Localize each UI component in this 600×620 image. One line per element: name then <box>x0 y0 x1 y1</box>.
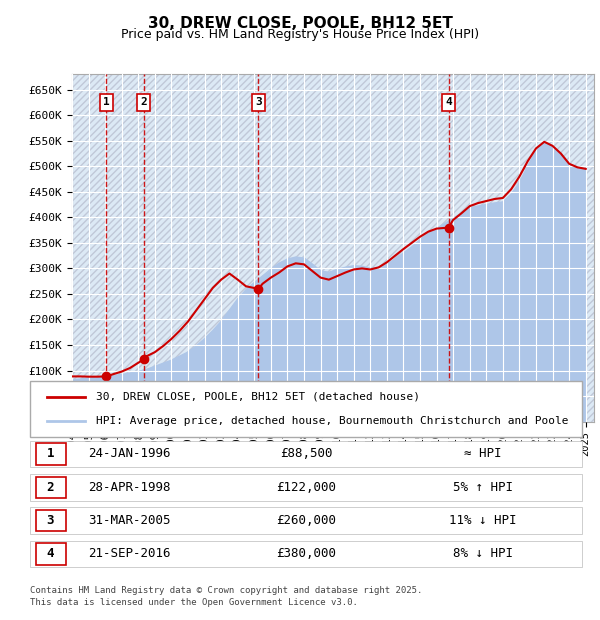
Text: 3: 3 <box>255 97 262 107</box>
Text: ≈ HPI: ≈ HPI <box>464 448 502 461</box>
Text: £380,000: £380,000 <box>276 547 336 560</box>
Text: £88,500: £88,500 <box>280 448 332 461</box>
FancyBboxPatch shape <box>30 541 582 567</box>
FancyBboxPatch shape <box>30 507 582 534</box>
FancyBboxPatch shape <box>35 477 66 498</box>
Text: 1: 1 <box>47 448 54 461</box>
Text: £122,000: £122,000 <box>276 480 336 494</box>
FancyBboxPatch shape <box>30 381 582 437</box>
Text: 5% ↑ HPI: 5% ↑ HPI <box>452 480 512 494</box>
Text: 3: 3 <box>47 514 54 527</box>
Text: 4: 4 <box>445 97 452 107</box>
Text: Contains HM Land Registry data © Crown copyright and database right 2025.: Contains HM Land Registry data © Crown c… <box>30 586 422 595</box>
Text: 11% ↓ HPI: 11% ↓ HPI <box>449 514 517 527</box>
Text: 30, DREW CLOSE, POOLE, BH12 5ET (detached house): 30, DREW CLOSE, POOLE, BH12 5ET (detache… <box>96 392 420 402</box>
Text: This data is licensed under the Open Government Licence v3.0.: This data is licensed under the Open Gov… <box>30 598 358 607</box>
Text: £260,000: £260,000 <box>276 514 336 527</box>
Text: 31-MAR-2005: 31-MAR-2005 <box>88 514 170 527</box>
Text: 24-JAN-1996: 24-JAN-1996 <box>88 448 170 461</box>
Text: Price paid vs. HM Land Registry's House Price Index (HPI): Price paid vs. HM Land Registry's House … <box>121 28 479 41</box>
FancyBboxPatch shape <box>30 474 582 500</box>
FancyBboxPatch shape <box>35 510 66 531</box>
FancyBboxPatch shape <box>35 543 66 565</box>
Text: 28-APR-1998: 28-APR-1998 <box>88 480 170 494</box>
Text: 4: 4 <box>47 547 54 560</box>
FancyBboxPatch shape <box>30 441 582 467</box>
Text: 2: 2 <box>47 480 54 494</box>
Text: 1: 1 <box>103 97 110 107</box>
Text: 2: 2 <box>140 97 147 107</box>
Text: 21-SEP-2016: 21-SEP-2016 <box>88 547 170 560</box>
Text: 30, DREW CLOSE, POOLE, BH12 5ET: 30, DREW CLOSE, POOLE, BH12 5ET <box>148 16 452 30</box>
FancyBboxPatch shape <box>35 443 66 464</box>
Text: HPI: Average price, detached house, Bournemouth Christchurch and Poole: HPI: Average price, detached house, Bour… <box>96 417 569 427</box>
Text: 8% ↓ HPI: 8% ↓ HPI <box>452 547 512 560</box>
